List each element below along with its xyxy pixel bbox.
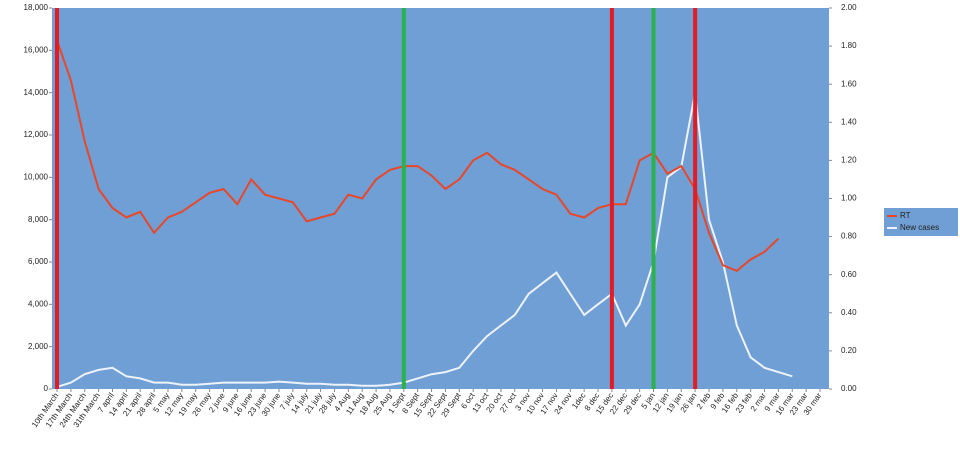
y-tick-label: 10,000 [24,172,49,181]
y2-tick-label: 0.60 [841,270,857,279]
y-tick-label: 18,000 [24,3,49,12]
legend-label: New cases [900,223,939,232]
series-line [56,92,793,388]
legend-label: RT [900,211,911,220]
y2-tick-label: 0.20 [841,346,857,355]
y2-tick-label: 2.00 [841,3,857,12]
y-tick-label: 8,000 [28,215,49,224]
y2-tick-label: 0.00 [841,384,857,393]
y2-tick-label: 1.40 [841,117,857,126]
plot-area [52,8,829,389]
y-tick-label: 12,000 [24,130,49,139]
y-tick-label: 4,000 [28,299,49,308]
y2-tick-label: 0.40 [841,308,857,317]
y2-tick-label: 1.60 [841,79,857,88]
x-tick-label: 27 oct [498,391,518,415]
y2-tick-label: 1.00 [841,194,857,203]
series-line [56,40,780,273]
y2-tick-label: 0.80 [841,232,857,241]
y2-tick-label: 1.20 [841,156,857,165]
y-tick-label: 16,000 [24,45,49,54]
legend-box [884,208,958,236]
y-tick-label: 2,000 [28,342,49,351]
y2-tick-label: 1.80 [841,41,857,50]
y-tick-label: 14,000 [24,88,49,97]
y-tick-label: 0 [44,384,49,393]
y-tick-label: 6,000 [28,257,49,266]
